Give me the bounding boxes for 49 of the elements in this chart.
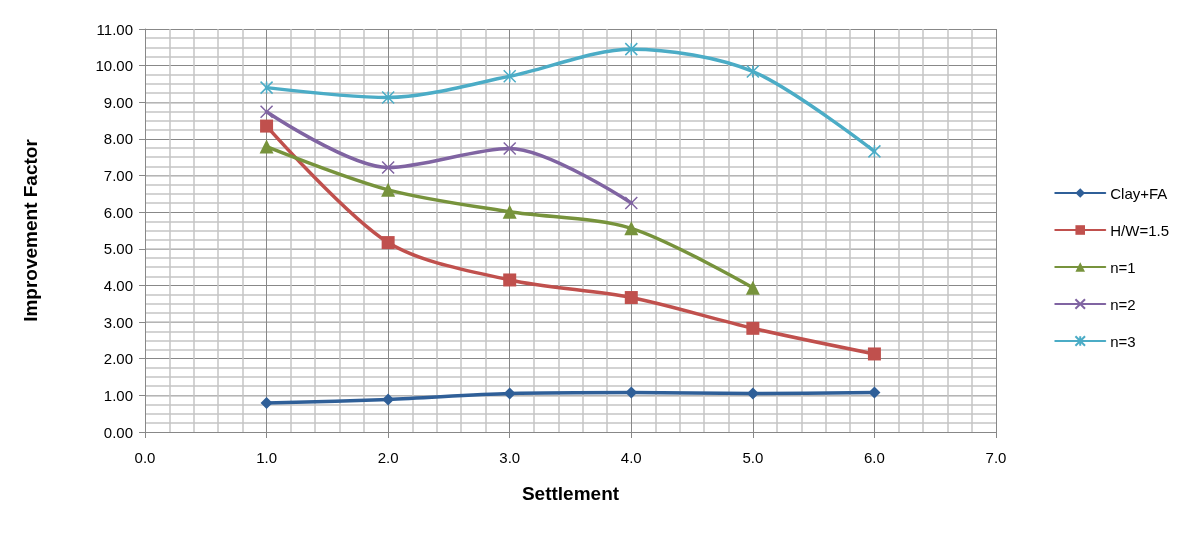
- y-tick-label: 2.00: [103, 350, 133, 368]
- point: [381, 182, 396, 197]
- point: [502, 141, 517, 156]
- point: [624, 291, 638, 305]
- x-tick-label: 1.0: [256, 449, 277, 466]
- point: [624, 42, 639, 56]
- legend-label: n=2: [1110, 295, 1136, 313]
- x-tick-label: 6.0: [864, 449, 885, 466]
- point: [746, 321, 760, 335]
- y-tick-label: 4.00: [103, 276, 133, 294]
- point: [502, 204, 517, 219]
- point: [502, 69, 517, 84]
- legend-label: H/W=1.5: [1110, 221, 1170, 239]
- point: [260, 119, 274, 133]
- point: [260, 397, 273, 410]
- y-tick-label: 3.00: [103, 313, 133, 331]
- y-tick-label: 10.00: [95, 57, 133, 75]
- point: [867, 144, 882, 159]
- point: [746, 64, 760, 79]
- x-tick-label: 2.0: [377, 449, 399, 466]
- x-tick-label: 4.0: [620, 449, 642, 466]
- point: [745, 280, 760, 295]
- y-tick-label: 9.00: [103, 93, 133, 111]
- y-tick-label: 5.00: [103, 240, 133, 258]
- legend-label: n=3: [1110, 332, 1136, 350]
- x-tick-label: 0.0: [134, 449, 156, 466]
- y-tick-label: 0.00: [103, 423, 133, 441]
- legend-label: Clay+FA: [1110, 184, 1168, 202]
- x-tick-label: 7.0: [985, 449, 1007, 466]
- point: [503, 273, 517, 287]
- legend-label: n=1: [1110, 258, 1136, 276]
- point: [624, 221, 639, 236]
- y-tick-label: 7.00: [103, 167, 133, 185]
- point: [259, 139, 274, 154]
- point: [381, 160, 395, 175]
- point: [259, 80, 274, 95]
- x-tick-label: 3.0: [499, 449, 521, 466]
- point: [381, 90, 395, 105]
- y-tick-label: 1.00: [103, 386, 133, 404]
- y-axis-title: Improvement Factor: [20, 138, 41, 322]
- y-tick-label: 8.00: [103, 130, 133, 148]
- y-tick-label: 11.00: [96, 20, 133, 38]
- x-tick-label: 5.0: [742, 449, 764, 466]
- point: [624, 196, 639, 210]
- point: [381, 236, 395, 250]
- y-tick-label: 6.00: [103, 203, 133, 221]
- point: [259, 105, 274, 119]
- x-axis-title: Settlement: [521, 483, 620, 504]
- point: [867, 347, 881, 361]
